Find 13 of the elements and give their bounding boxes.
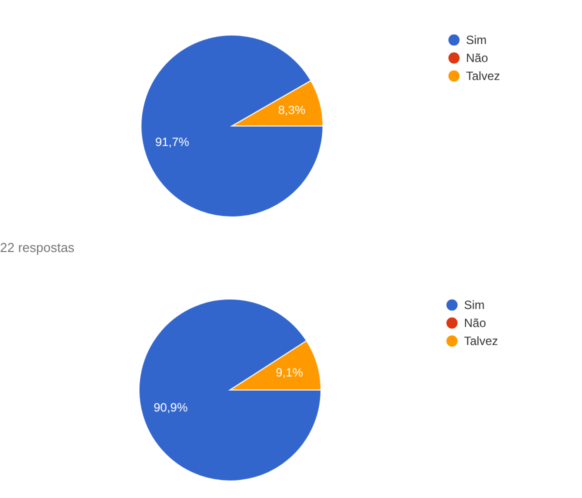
data-label: 8,3%	[278, 103, 306, 118]
legend-label: Não	[464, 316, 486, 330]
legend-label: Não	[466, 51, 488, 65]
pie-slice	[140, 34, 324, 218]
pie-slice	[138, 298, 322, 482]
data-label: 91,7%	[155, 134, 190, 149]
legend-label: Talvez	[464, 334, 498, 348]
legend-label: Sim	[464, 298, 485, 312]
text: 22 respostas	[0, 240, 75, 255]
data-label: 9,1%	[276, 366, 304, 380]
data-label: 90,9%	[154, 400, 188, 414]
legend-label: Sim	[466, 33, 487, 47]
legend-label: Talvez	[466, 69, 500, 83]
